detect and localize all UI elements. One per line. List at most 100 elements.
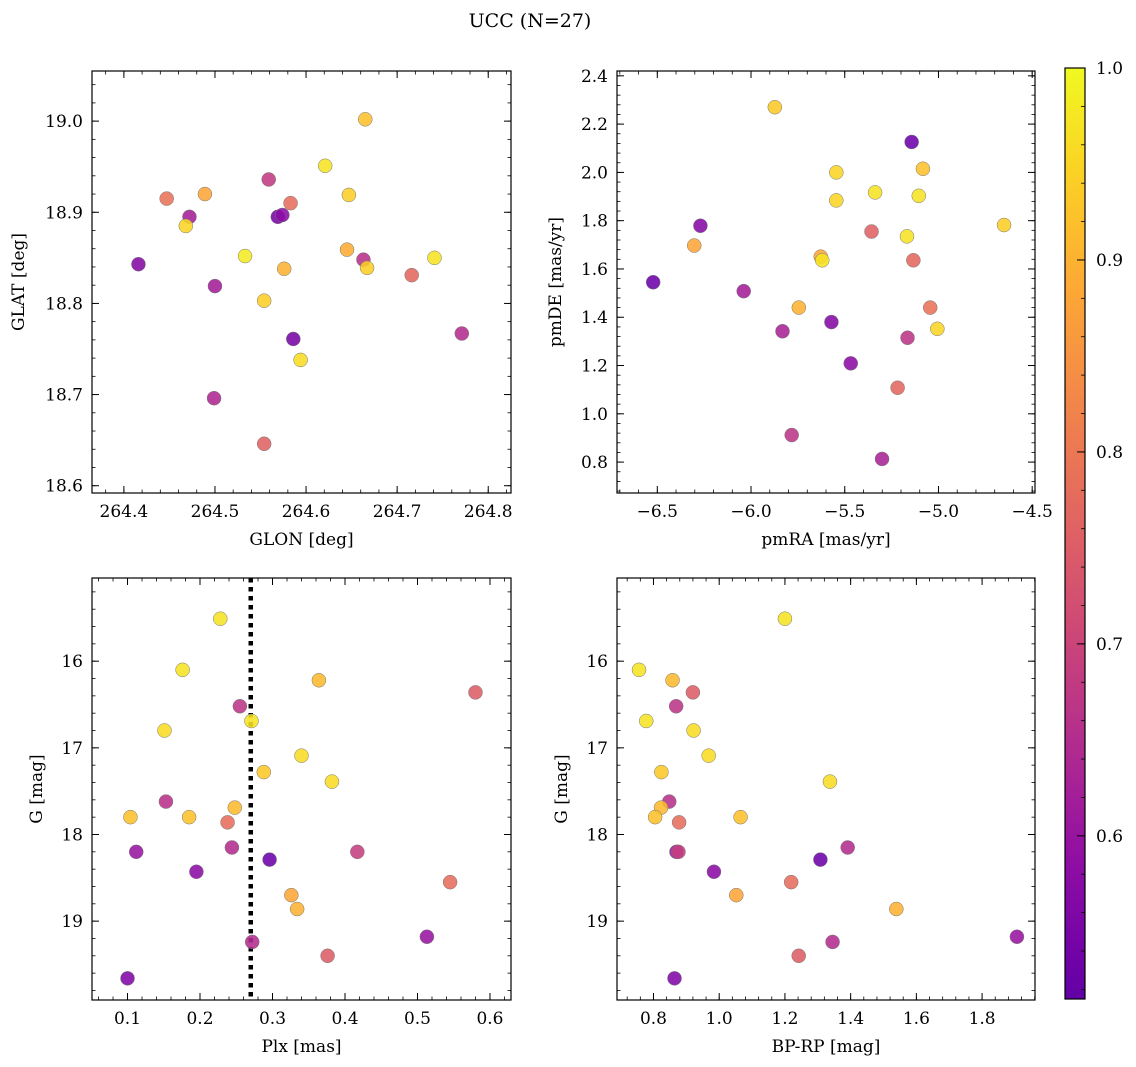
y-tick-label: 18.9	[45, 203, 83, 223]
x-tick-label: 264.8	[464, 502, 513, 522]
data-point	[665, 673, 680, 688]
data-point	[899, 229, 915, 244]
data-point	[283, 195, 298, 211]
data-point	[427, 250, 442, 266]
y-tick-label: 18.7	[45, 386, 83, 406]
data-point	[843, 356, 858, 371]
plot-frame	[616, 577, 1036, 1001]
y-tick-label: 1.2	[581, 357, 608, 377]
x-tick-label: 1.2	[771, 1009, 798, 1029]
y-tick-label: 0.8	[581, 453, 608, 473]
y-tick-label: 19.0	[45, 112, 83, 132]
data-point	[206, 390, 222, 406]
panel-galactic-position: 264.4 264.5 264.6 264.7 264.8 18.6 18.7 18.8 18.…	[9, 70, 513, 550]
data-point	[178, 218, 194, 234]
data-point	[783, 874, 799, 890]
y-tick-label: 19	[61, 912, 83, 932]
data-point	[261, 172, 276, 187]
x-tick-label: 264.5	[191, 502, 240, 522]
data-point	[227, 800, 243, 815]
data-point	[874, 451, 890, 467]
data-point	[286, 331, 301, 347]
data-point	[181, 809, 197, 825]
data-point	[359, 260, 375, 276]
data-point	[733, 809, 748, 825]
x-tick-label: −6.5	[637, 502, 678, 522]
data-point	[262, 852, 277, 867]
data-point	[867, 185, 883, 200]
data-point	[686, 238, 702, 253]
data-point	[915, 161, 931, 177]
x-tick-label: 0.5	[404, 1009, 431, 1029]
x-tick-label: −4.5	[1012, 502, 1053, 522]
panel-parallax-magnitude: 0.1 0.2 0.3 0.4 0.5 0.6 16 17 18 19 Plx [mas] G [ma…	[27, 577, 512, 1057]
y-tick-label: 1.6	[581, 260, 608, 280]
y-tick-label: 2.0	[581, 163, 608, 183]
data-point	[256, 764, 272, 780]
data-point	[1009, 929, 1025, 944]
plot-frame	[91, 70, 512, 494]
data-point	[996, 217, 1012, 233]
y-tick-label: 18	[586, 825, 608, 845]
data-point	[275, 207, 290, 223]
data-point	[157, 723, 172, 738]
data-point	[685, 685, 701, 700]
data-point	[829, 165, 844, 180]
data-point	[128, 844, 144, 860]
colorbar-tick-label: 0.9	[1096, 251, 1123, 271]
y-tick-label: 18.8	[45, 294, 83, 314]
data-point	[693, 218, 708, 233]
data-point	[237, 248, 253, 264]
data-point	[158, 794, 174, 809]
data-point	[775, 323, 790, 339]
x-tick-label: 0.2	[186, 1009, 213, 1029]
x-tick-label: 0.4	[331, 1009, 358, 1029]
x-tick-label: 0.1	[114, 1009, 141, 1029]
x-tick-label: 264.7	[373, 502, 422, 522]
data-point	[791, 300, 807, 315]
data-point	[294, 748, 309, 763]
data-point	[256, 293, 272, 308]
y-tick-label: 2.2	[581, 115, 608, 135]
data-point	[906, 253, 921, 268]
data-point	[777, 611, 793, 626]
x-tick-label: 264.6	[282, 502, 331, 522]
data-point	[864, 224, 879, 239]
data-point	[213, 611, 228, 626]
data-point	[824, 314, 839, 330]
data-point	[671, 844, 686, 860]
data-point	[904, 134, 919, 150]
data-point	[825, 934, 840, 950]
data-point	[159, 191, 174, 206]
x-axis-label: Plx [mas]	[261, 1037, 341, 1057]
colorbar: 0.6 0.7 0.8 0.9 1.0	[1064, 59, 1123, 1000]
data-point	[244, 934, 260, 950]
data-point	[350, 844, 365, 860]
data-point	[889, 901, 904, 917]
y-axis-label: pmDE [mas/yr]	[546, 217, 566, 347]
data-point	[320, 948, 335, 964]
plot-frame	[616, 70, 1036, 494]
data-point	[442, 874, 458, 890]
data-point	[654, 764, 669, 780]
data-point	[813, 852, 828, 867]
data-point	[767, 99, 783, 115]
x-axis-label: GLON [deg]	[249, 530, 353, 550]
y-axis-label: G [mag]	[27, 754, 47, 823]
data-point	[900, 330, 915, 346]
colorbar-tick-label: 0.8	[1096, 443, 1123, 463]
y-tick-label: 19	[586, 912, 608, 932]
data-point	[667, 971, 682, 986]
data-point	[197, 186, 213, 202]
data-point	[645, 274, 661, 290]
x-tick-label: 0.3	[259, 1009, 286, 1029]
data-point	[175, 662, 190, 678]
y-tick-label: 18	[61, 825, 83, 845]
x-tick-label: 0.8	[640, 1009, 667, 1029]
data-point	[784, 427, 799, 443]
x-tick-label: −5.0	[918, 502, 959, 522]
data-point	[232, 698, 248, 714]
data-point	[207, 278, 223, 294]
figure-title: UCC (N=27)	[469, 10, 592, 32]
x-tick-label: 1.8	[969, 1009, 996, 1029]
